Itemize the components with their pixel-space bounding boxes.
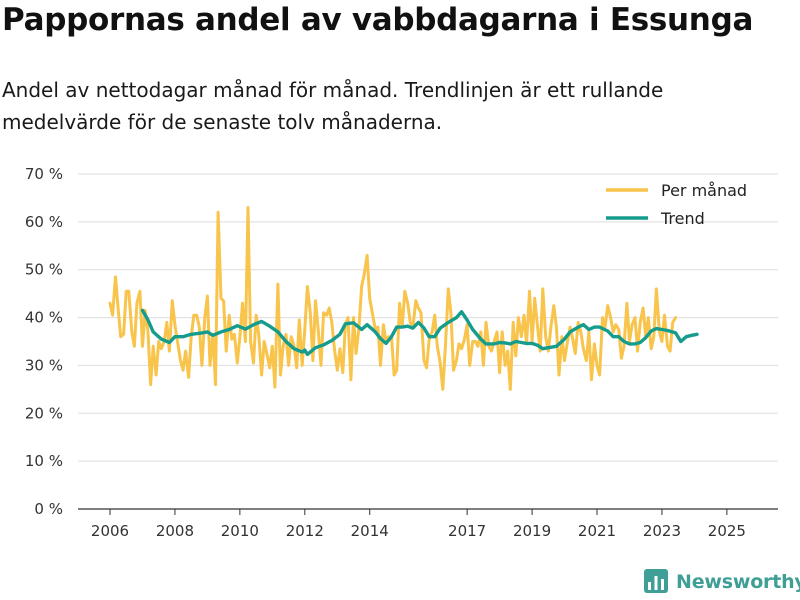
x-tick-label: 2010	[221, 522, 259, 540]
x-tick-label: 2008	[156, 522, 194, 540]
line-chart: 0 % 10 % 20 % 30 % 40 % 50 % 60 % 70 % 2006 2008 2…	[25, 165, 778, 540]
x-tick-label: 2025	[708, 522, 746, 540]
trend-series-line	[140, 308, 699, 357]
brand-name: Newsworthy	[676, 571, 800, 593]
y-tick-label: 10 %	[25, 452, 63, 470]
x-tick-label: 2019	[513, 522, 551, 540]
y-tick-label: 20 %	[25, 404, 63, 422]
y-tick-label: 0 %	[34, 500, 63, 518]
legend-label-monthly: Per månad	[661, 181, 747, 200]
legend: Per månad Trend	[606, 181, 747, 228]
x-tick-label: 2012	[286, 522, 324, 540]
monthly-series-line	[108, 206, 678, 391]
x-tick-label: 2017	[448, 522, 486, 540]
y-tick-label: 30 %	[25, 356, 63, 374]
axes: 0 % 10 % 20 % 30 % 40 % 50 % 60 % 70 % 2006 2008 2…	[25, 165, 778, 540]
y-tick-label: 60 %	[25, 213, 63, 231]
x-tick-label: 2006	[91, 522, 129, 540]
x-tick-label: 2021	[578, 522, 616, 540]
x-tick-label: 2014	[351, 522, 389, 540]
y-tick-label: 70 %	[25, 165, 63, 183]
y-tick-label: 40 %	[25, 309, 63, 327]
bar-chart-logo-icon	[644, 569, 668, 593]
newsworthy-brand: Newsworthy	[644, 569, 800, 595]
legend-label-trend: Trend	[660, 209, 705, 228]
y-tick-label: 50 %	[25, 261, 63, 279]
chart-subtitle: Andel av nettodagar månad för månad. Tre…	[2, 78, 664, 134]
x-tick-label: 2023	[643, 522, 681, 540]
series-lines	[108, 206, 699, 391]
chart-title: Pappornas andel av vabbdagarna i Essunga	[2, 2, 754, 38]
